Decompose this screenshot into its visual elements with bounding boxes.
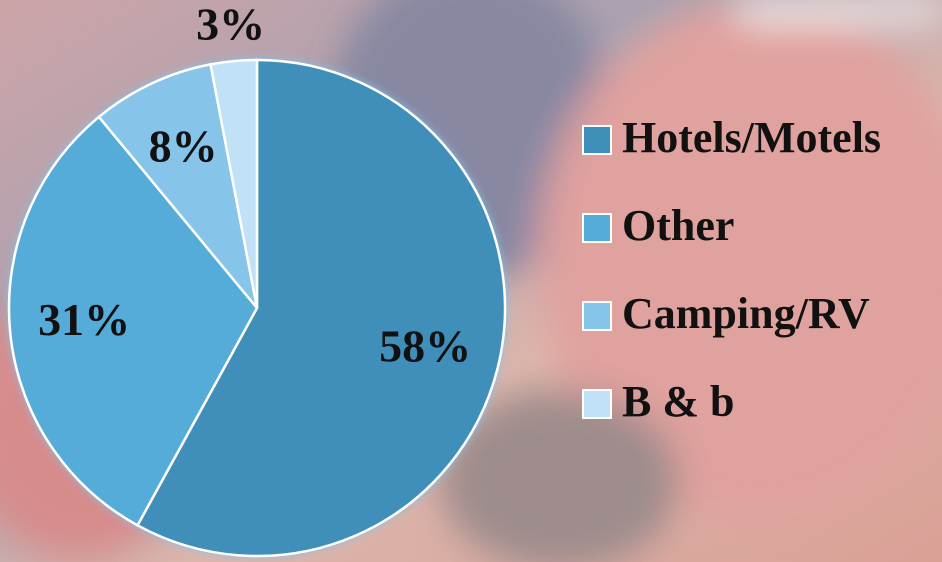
pie [7, 58, 507, 558]
legend-swatch [582, 125, 612, 155]
pie-slice [209, 58, 259, 309]
legend-swatch [582, 301, 612, 331]
data-label: 58% [379, 321, 471, 372]
pie-slice [135, 58, 507, 558]
legend-label: Other [622, 201, 734, 250]
pie-slice [97, 62, 259, 309]
legend-swatch [582, 213, 612, 243]
data-label: 31% [38, 294, 130, 345]
legend-swatch [582, 389, 612, 419]
pie-slice [7, 115, 259, 528]
legend-label: Hotels/Motels [622, 113, 881, 162]
data-label: 3% [196, 0, 265, 50]
data-label: 8% [149, 120, 218, 171]
legend-label: B & b [622, 377, 734, 426]
legend-label: Camping/RV [622, 289, 870, 338]
